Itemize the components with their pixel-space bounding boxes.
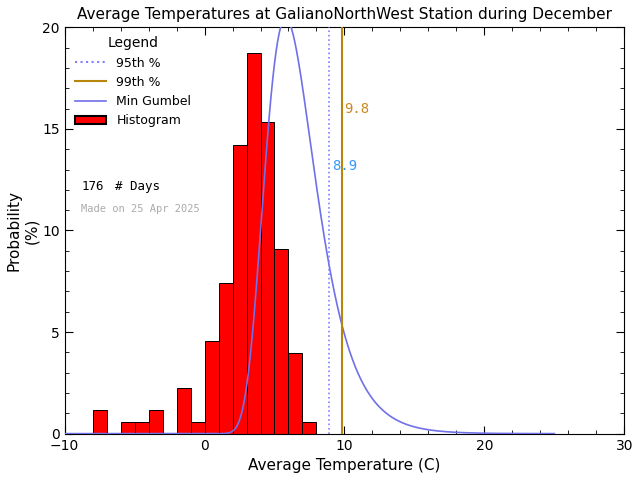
Text: 8.9: 8.9 [332, 158, 357, 172]
Title: Average Temperatures at GalianoNorthWest Station during December: Average Temperatures at GalianoNorthWest… [77, 7, 612, 22]
Bar [93, 410, 107, 433]
Bar [289, 353, 303, 433]
Bar [232, 145, 246, 433]
Y-axis label: Probability
(%): Probability (%) [7, 190, 39, 271]
Text: # Days: # Days [115, 180, 160, 193]
Bar [246, 53, 260, 433]
Bar [303, 422, 316, 433]
Text: 9.8: 9.8 [344, 102, 369, 116]
Text: Made on 25 Apr 2025: Made on 25 Apr 2025 [81, 204, 200, 214]
Bar [177, 387, 191, 433]
Bar [134, 422, 148, 433]
Text: 176: 176 [81, 180, 104, 193]
Bar [275, 249, 289, 433]
Bar [218, 284, 232, 433]
Bar [260, 122, 275, 433]
Bar [191, 422, 205, 433]
Bar [120, 422, 134, 433]
X-axis label: Average Temperature (C): Average Temperature (C) [248, 458, 441, 473]
Bar [148, 410, 163, 433]
Legend: 95th %, 99th %, Min Gumbel, Histogram: 95th %, 99th %, Min Gumbel, Histogram [70, 31, 196, 132]
Bar [205, 341, 218, 433]
